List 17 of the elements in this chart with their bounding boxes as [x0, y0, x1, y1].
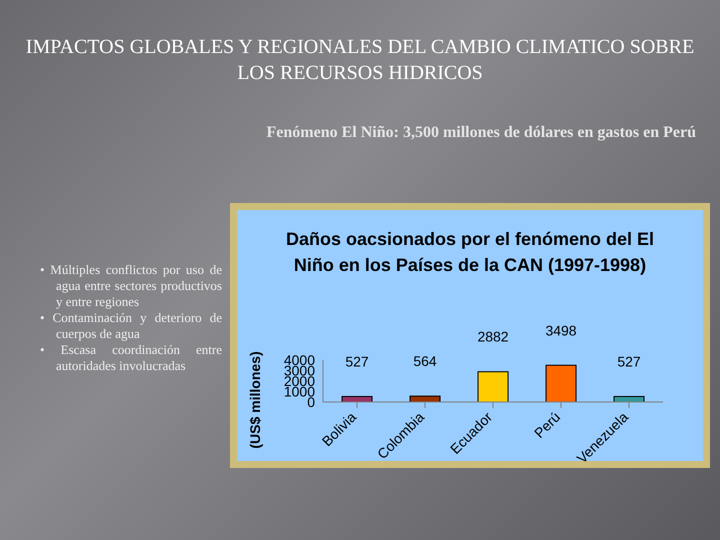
text: Fenómeno El Niño: 3,500 millones de dólares en gastos en Perú: [266, 124, 696, 142]
y-axis-title: (US$ millones): [247, 351, 263, 449]
bar: [410, 396, 441, 402]
bar: [478, 371, 509, 402]
chart-title: Daños oacsionados por el fenómeno del El Niño en los Países de la CAN (1997-1998): [284, 228, 656, 277]
data-label: 2882: [477, 328, 509, 345]
data-label: 564: [413, 353, 437, 370]
text: • Contaminación y deterioro de cuerpos de agua: [40, 310, 222, 342]
text: • Múltiples conflictos por uso de agua entre sectores productivos y entre regiones: [40, 262, 222, 310]
text: • Escasa coordinación entre autoridades involucradas: [40, 342, 222, 374]
bar: [614, 396, 645, 402]
bar: [342, 396, 373, 402]
data-label: 3498: [545, 322, 577, 338]
text: IMPACTOS GLOBALES Y REGIONALES DEL CAMBIO CLIMATICO SOBRE LOS RECURSOS HIDRICOS: [24, 35, 696, 86]
bar: [546, 364, 577, 402]
data-label: 527: [617, 353, 641, 370]
data-label: 527: [345, 353, 369, 370]
